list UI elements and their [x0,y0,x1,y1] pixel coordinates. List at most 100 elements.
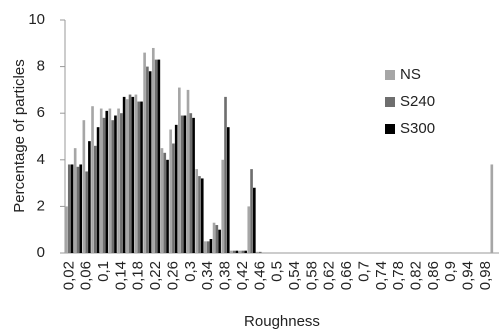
bar [85,171,88,253]
bar [195,169,199,253]
bar [253,187,256,253]
x-tick-label: 0,82 [408,261,425,290]
bar [224,96,227,253]
bar [226,127,230,253]
x-tick-label: 0,3 [182,261,199,282]
legend-label: S240 [400,93,435,110]
bar [230,250,233,253]
bar [73,148,77,253]
x-tick-label: 0,9 [442,261,459,282]
x-tick-label: 0,02 [60,261,77,290]
bar [93,145,97,253]
legend-label: S300 [400,120,435,137]
x-tick-label: 0,62 [321,261,338,290]
x-tick-label: 0,1 [95,261,112,282]
bar [256,251,259,253]
bar [108,108,112,253]
bar [143,52,146,254]
bar [183,115,187,253]
x-tick-label: 0,66 [338,261,355,290]
bar [114,115,117,253]
x-tick-label: 0,42 [234,261,251,290]
y-tick-label: 0 [37,244,45,261]
bar [105,110,109,254]
bar [178,87,181,253]
bar [244,250,247,253]
bar [120,113,123,253]
bar [212,222,216,253]
bar [200,178,204,253]
y-tick-label: 6 [37,104,45,121]
bar [134,94,138,253]
bar [250,169,253,253]
bar [96,127,100,253]
bar [218,229,221,253]
bar [67,164,71,253]
bar [140,101,143,253]
y-tick-label: 10 [28,11,45,28]
x-tick-label: 0,22 [147,261,164,290]
bar [490,164,494,253]
bar [117,108,120,253]
bar [88,141,91,253]
bar [137,101,141,253]
x-tick-label: 0,26 [164,261,181,290]
legend-swatch [385,97,395,107]
bar [189,113,193,253]
bar [131,96,135,253]
bar [99,108,103,253]
legend-swatch [385,124,395,134]
bar [172,143,175,253]
bar [146,66,149,253]
bar [221,159,225,253]
bar [258,251,262,253]
legend-swatch [385,70,395,80]
x-axis-label: Roughness [244,313,320,329]
x-tick-label: 0,06 [78,261,95,290]
x-tick-label: 0,86 [425,261,442,290]
bar [192,117,195,253]
bar [180,115,184,253]
bar [148,71,152,253]
bar [154,59,158,253]
bar [122,96,126,253]
bar [157,59,161,253]
bar [174,124,178,253]
x-tick-label: 0,5 [269,261,286,282]
x-tick-label: 0,74 [373,261,390,290]
bar [125,99,129,253]
bar [247,206,251,253]
bar [204,241,207,253]
bar [166,159,169,253]
x-tick-label: 0,46 [251,261,268,290]
bar [232,250,236,253]
bar [235,250,239,253]
bar [70,164,74,253]
x-tick-label: 0,14 [112,261,129,290]
x-tick-label: 0,34 [199,261,216,290]
x-tick-label: 0,18 [130,261,147,290]
x-tick-label: 0,7 [355,261,372,282]
x-tick-label: 0,94 [460,261,477,290]
x-tick-label: 0,58 [303,261,320,290]
bar [186,89,190,254]
x-tick-label: 0,38 [217,261,234,290]
bar [79,164,83,253]
y-tick-label: 2 [37,197,45,214]
y-tick-label: 4 [37,151,45,168]
bar [65,206,68,253]
bar [169,129,172,253]
bar [160,148,164,253]
bar [198,176,201,253]
bar [128,94,132,253]
bar [102,117,106,253]
x-tick-label: 0,54 [286,261,303,290]
x-tick-label: 0,78 [390,261,407,290]
bar [238,250,242,253]
bar [215,225,219,253]
y-axis-label: Percentage of particles [11,59,28,212]
legend-label: NS [400,66,421,83]
bar [82,120,86,253]
bar [91,106,94,254]
